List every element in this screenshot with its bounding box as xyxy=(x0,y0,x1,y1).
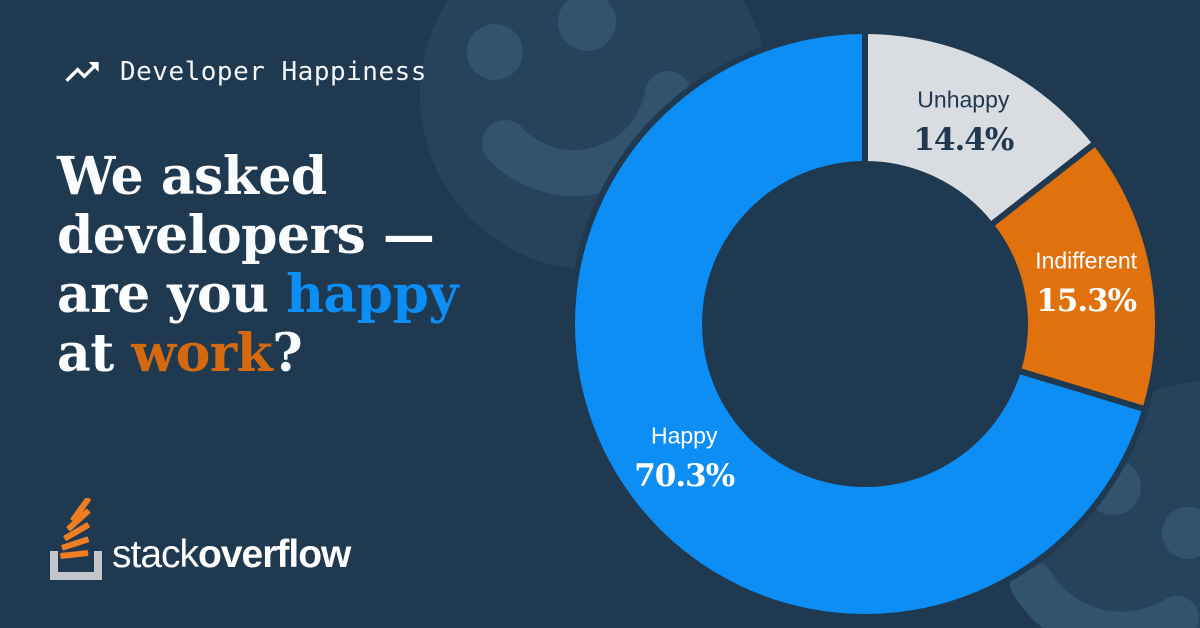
logo-wordmark: stackoverflow xyxy=(112,533,351,582)
donut-slice-indifferent xyxy=(986,138,1161,414)
headline-segment: ? xyxy=(272,322,303,384)
page-title: We asked developers — are you happy at work… xyxy=(57,147,459,383)
slice-label-name: Happy xyxy=(650,422,718,449)
headline-segment: at xyxy=(57,322,132,384)
smiley-eye-icon xyxy=(467,24,523,80)
kicker: Developer Happiness xyxy=(62,52,427,92)
logo-word-stack: stack xyxy=(112,533,199,576)
stackoverflow-logo-icon xyxy=(50,498,102,580)
headline-segment: We asked xyxy=(57,145,327,207)
smiley-eye-icon xyxy=(1162,507,1200,559)
slice-label-value: 15.3% xyxy=(1036,282,1137,319)
stackoverflow-logo: stackoverflow xyxy=(50,498,351,582)
headline-segment: are you xyxy=(57,263,287,325)
smiley-eye-icon xyxy=(558,0,616,51)
smiley-mouth-icon xyxy=(1010,561,1199,628)
slice-label-value: 14.4% xyxy=(913,121,1014,158)
donut-slice-happy xyxy=(569,27,1150,620)
trending-up-icon xyxy=(65,62,99,82)
slice-label-value: 70.3% xyxy=(634,457,735,494)
headline-line: developers — xyxy=(57,206,458,265)
headline-segment: happy xyxy=(286,263,459,325)
logo-bars xyxy=(60,498,91,559)
headline-segment: work xyxy=(131,322,273,384)
donut-slice-unhappy xyxy=(862,27,1100,230)
headline-line: at work? xyxy=(57,324,458,383)
logo-tray xyxy=(50,551,102,580)
logo-word-overflow: overflow xyxy=(198,533,351,576)
slice-label-name: Unhappy xyxy=(917,86,1010,113)
kicker-label: Developer Happiness xyxy=(120,57,427,87)
slice-label-name: Indifferent xyxy=(1035,247,1138,274)
headline-line: We asked xyxy=(57,147,458,206)
headline-segment: developers — xyxy=(57,204,435,266)
headline-line: are you happy xyxy=(57,263,459,325)
